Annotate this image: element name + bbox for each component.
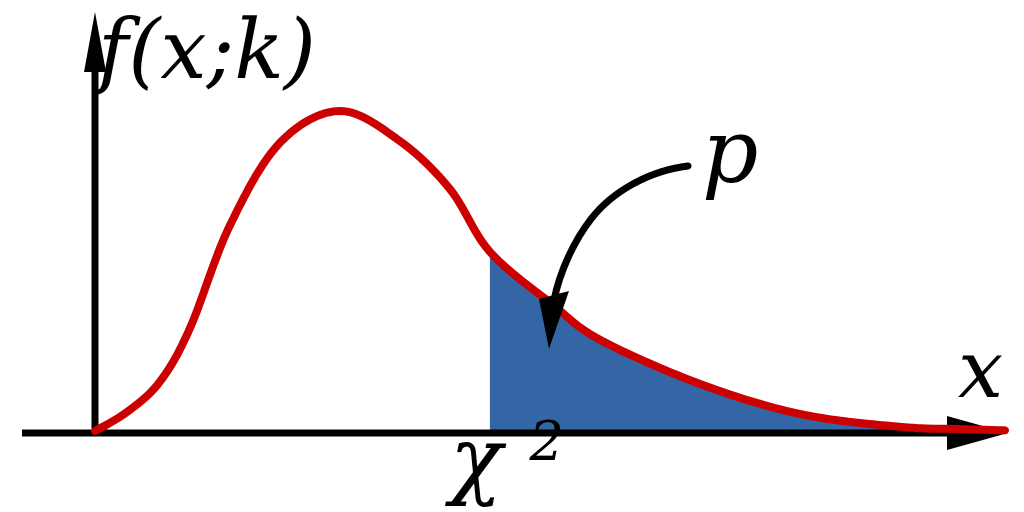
tail-fill-area [489, 251, 1005, 433]
x-axis-label: x [958, 323, 1003, 416]
chi-symbol: χ [445, 409, 507, 509]
p-annotation-arrow [539, 162, 692, 349]
y-axis [84, 12, 106, 433]
pdf-curve [91, 107, 1009, 435]
chi-superscript: 2 [528, 410, 563, 473]
p-annotation-label: p [702, 100, 758, 203]
y-axis-label: f(x;k) [92, 3, 316, 98]
critical-value-label: χ 2 [445, 409, 564, 509]
